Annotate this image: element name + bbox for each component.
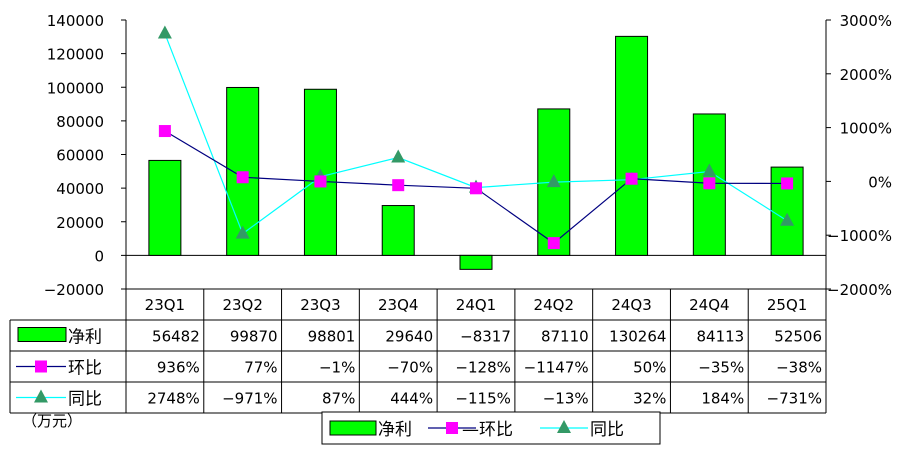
left-tick-label: 120000	[47, 46, 104, 64]
cell-value: 50%	[633, 359, 666, 377]
cell-value: −38%	[776, 359, 822, 377]
cell-value: 52506	[774, 328, 822, 346]
cell-value: 56482	[152, 328, 200, 346]
left-tick-label: 60000	[56, 147, 104, 165]
cell-value: −35%	[698, 359, 744, 377]
row-key-bar	[17, 327, 67, 342]
marker-triangle	[391, 149, 406, 163]
right-tick-label: −2000%	[827, 281, 892, 299]
marker-square	[703, 177, 716, 190]
cell-value: −731%	[767, 390, 822, 408]
legend-label: 同比	[590, 420, 624, 440]
cell-value: 87110	[541, 328, 589, 346]
marker-square	[547, 237, 560, 250]
legend-box	[321, 411, 661, 445]
legend-label: 净利	[378, 420, 412, 440]
x-tick-label: 24Q3	[611, 296, 651, 314]
cell-value: 936%	[157, 359, 200, 377]
cell-value: 130264	[609, 328, 666, 346]
left-tick-label: 140000	[47, 12, 104, 30]
marker-triangle	[780, 212, 795, 226]
cell-value: −1%	[319, 359, 355, 377]
left-tick-label: −20000	[44, 281, 104, 299]
bar-23Q1	[148, 159, 182, 256]
cell-value: 87%	[322, 390, 355, 408]
x-tick-label: 25Q1	[767, 296, 807, 314]
cell-value: −13%	[543, 390, 589, 408]
x-tick-label: 24Q4	[689, 296, 729, 314]
cell-value: −8317	[460, 328, 511, 346]
x-tick-label: 23Q2	[222, 296, 262, 314]
marker-square	[236, 171, 249, 184]
left-tick-label: 20000	[56, 214, 104, 232]
cell-value: −1147%	[524, 359, 589, 377]
marker-triangle	[546, 174, 561, 188]
left-tick-label: 100000	[47, 79, 104, 97]
marker-square	[781, 177, 794, 190]
left-tick-label: 80000	[56, 113, 104, 131]
cell-value: −70%	[387, 359, 433, 377]
bar-24Q3	[615, 35, 649, 256]
marker-square	[392, 179, 405, 192]
legend-key-square	[446, 422, 458, 434]
legend-label: —环比	[462, 420, 513, 440]
row-label: 同比	[68, 390, 102, 410]
x-tick-label: 24Q2	[534, 296, 574, 314]
right-tick-label: 3000%	[840, 12, 892, 30]
cell-value: −971%	[222, 390, 277, 408]
cell-value: −128%	[455, 359, 510, 377]
unit-note: （万元）	[22, 412, 82, 430]
cell-value: 444%	[390, 390, 433, 408]
legend: 净利 —环比 同比	[321, 411, 661, 445]
bar-24Q1	[459, 254, 493, 270]
right-tick-label: 0%	[868, 173, 892, 191]
marker-square	[625, 172, 638, 185]
row-label: 环比	[68, 359, 102, 379]
cell-value: 98801	[308, 328, 356, 346]
cell-value: 84113	[697, 328, 745, 346]
marker-triangle	[702, 163, 717, 177]
cell-value: 29640	[385, 328, 433, 346]
right-tick-label: 1000%	[840, 120, 892, 138]
right-tick-label: −1000%	[827, 227, 892, 245]
cell-value: 99870	[230, 328, 278, 346]
x-tick-label: 24Q1	[456, 296, 496, 314]
bar-23Q4	[381, 205, 415, 256]
cell-value: 2748%	[147, 390, 199, 408]
row-label: 净利	[68, 328, 102, 348]
plot-area: −20000 0 20000 40000 60000 80000 100000 120000 1…	[44, 12, 892, 299]
data-table: 23Q1 23Q2 23Q3 23Q4 24Q1 24Q2 24Q3 24Q4 25Q1 净利 56…	[9, 288, 827, 414]
marker-triangle	[157, 25, 172, 39]
marker-square	[314, 175, 327, 188]
marker-square	[158, 125, 171, 138]
left-tick-label: 0	[94, 247, 104, 265]
x-tick-label: 23Q4	[378, 296, 418, 314]
marker-square	[470, 182, 482, 195]
legend-key-bar	[329, 420, 377, 436]
x-tick-label: 23Q3	[300, 296, 340, 314]
legend-key-triangle	[557, 420, 571, 433]
row-key-square	[35, 360, 47, 373]
x-tick-label: 23Q1	[145, 296, 185, 314]
cell-value: −115%	[455, 390, 510, 408]
cell-value: 184%	[701, 390, 744, 408]
marker-triangle	[235, 225, 250, 239]
row-key-triangle	[34, 389, 48, 403]
cell-value: 32%	[633, 390, 666, 408]
right-tick-label: 2000%	[840, 66, 892, 84]
left-tick-label: 40000	[56, 180, 104, 198]
cell-value: 77%	[244, 359, 277, 377]
